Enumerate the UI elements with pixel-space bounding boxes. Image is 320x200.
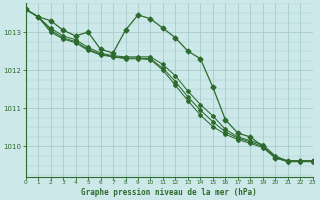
X-axis label: Graphe pression niveau de la mer (hPa): Graphe pression niveau de la mer (hPa) [81, 188, 257, 197]
